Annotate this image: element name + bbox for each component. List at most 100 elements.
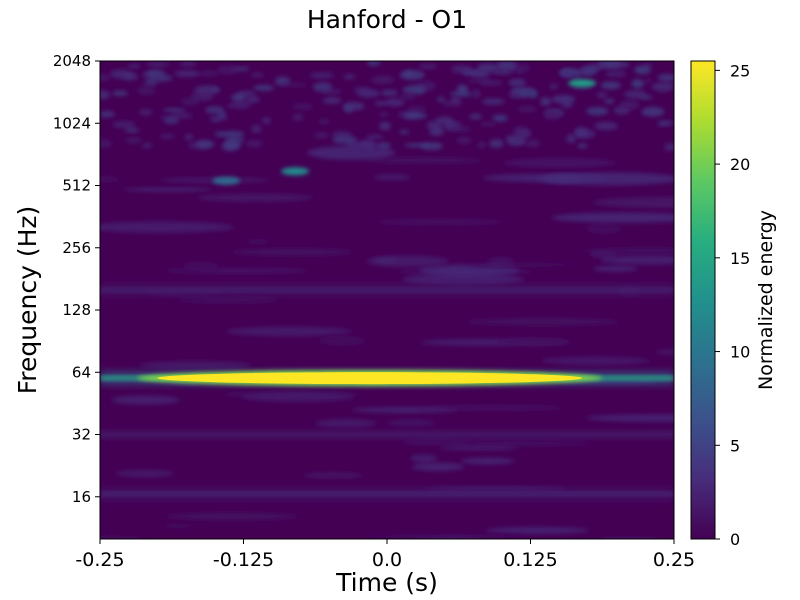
texture-patch [655, 348, 674, 356]
texture-patch [123, 187, 213, 192]
texture-speckle [322, 89, 342, 94]
texture-speckle [217, 65, 239, 75]
texture-patch [100, 536, 143, 539]
texture-speckle [184, 133, 194, 141]
texture-patch [178, 296, 280, 303]
texture-speckle [245, 96, 260, 103]
colorbar-tick-label: 25 [730, 61, 750, 80]
texture-speckle [492, 69, 514, 75]
texture-speckle [313, 82, 333, 93]
texture-speckle [380, 89, 399, 97]
texture-speckle [250, 72, 265, 78]
texture-patch [197, 193, 314, 202]
texture-speckle [508, 78, 526, 87]
texture-speckle [221, 131, 245, 138]
texture-speckle [605, 69, 627, 78]
texture-speckle [309, 72, 335, 79]
texture-patch [366, 255, 449, 268]
texture-speckle [374, 100, 389, 106]
texture-speckle [261, 117, 272, 124]
colorbar-tick-label: 5 [730, 436, 740, 455]
texture-speckle [245, 140, 263, 148]
texture-speckle [399, 70, 425, 80]
texture-speckle [651, 82, 674, 91]
texture-patch [593, 265, 638, 272]
frequency-band [100, 492, 674, 497]
texture-patch [499, 336, 570, 347]
texture-speckle [169, 112, 193, 119]
texture-speckle [471, 89, 481, 99]
texture-patch [241, 392, 355, 402]
texture-speckle [452, 125, 471, 133]
texture-patch [165, 512, 299, 521]
texture-speckle [163, 116, 180, 124]
energy-blob [568, 79, 597, 88]
y-tick-label: 1024 [53, 114, 91, 132]
texture-speckle [250, 124, 262, 134]
texture-speckle [573, 127, 588, 138]
texture-speckle [142, 143, 152, 148]
texture-speckle [467, 78, 493, 83]
texture-speckle [359, 139, 376, 149]
texture-speckle [370, 75, 395, 84]
texture-speckle [137, 85, 156, 96]
x-tick-label: 0.25 [653, 549, 695, 571]
texture-speckle [292, 113, 304, 122]
texture-patch [162, 523, 194, 529]
texture-patch [419, 264, 520, 277]
y-tick-label: 512 [62, 177, 91, 195]
texture-speckle [476, 63, 498, 73]
texture-speckle [619, 100, 640, 110]
texture-speckle [100, 90, 110, 100]
texture-speckle [378, 112, 389, 117]
texture-speckle [642, 78, 653, 84]
texture-speckle [604, 98, 615, 104]
texture-speckle [418, 63, 438, 69]
frequency-band [100, 432, 674, 437]
texture-speckle [450, 91, 473, 97]
texture-patch [420, 405, 564, 411]
texture-speckle [451, 96, 461, 103]
texture-speckle [342, 101, 365, 111]
texture-patch [466, 317, 619, 326]
texture-patch [226, 326, 352, 337]
chart-title: Hanford - O1 [307, 5, 467, 34]
texture-patch [182, 261, 219, 271]
texture-speckle [109, 69, 133, 79]
texture-speckle [100, 74, 111, 81]
texture-speckle [163, 108, 187, 113]
texture-patch [247, 238, 269, 245]
texture-patch [585, 222, 622, 235]
y-axis: 16 32 64 128 256 512 1024 2048 [53, 52, 100, 506]
texture-speckle [488, 139, 505, 148]
texture-speckle [231, 93, 247, 102]
texture-speckle [124, 138, 143, 143]
texture-speckle [511, 86, 535, 94]
texture-speckle [322, 97, 342, 104]
texture-patch [402, 273, 525, 286]
texture-speckle [379, 121, 391, 131]
texture-speckle [180, 97, 200, 106]
texture-patch [366, 157, 483, 164]
texture-speckle [100, 110, 115, 118]
texture-speckle [399, 129, 410, 135]
texture-speckle [561, 98, 573, 109]
texture-speckle [437, 97, 446, 102]
texture-speckle [366, 134, 384, 139]
texture-patch [371, 534, 524, 539]
texture-speckle [600, 81, 621, 90]
spectrogram-features [100, 79, 674, 501]
texture-speckle [211, 87, 220, 92]
texture-speckle [385, 98, 405, 107]
texture-speckle [657, 87, 669, 92]
x-tick-label: -0.125 [213, 549, 274, 571]
texture-speckle [404, 143, 429, 148]
texture-speckle [624, 89, 648, 100]
texture-speckle [112, 121, 136, 128]
texture-patch [445, 439, 590, 447]
texture-speckle [657, 120, 670, 127]
texture-patch [373, 174, 411, 181]
texture-patch [482, 173, 610, 183]
y-tick-label: 64 [72, 363, 91, 381]
texture-speckle [456, 136, 472, 144]
